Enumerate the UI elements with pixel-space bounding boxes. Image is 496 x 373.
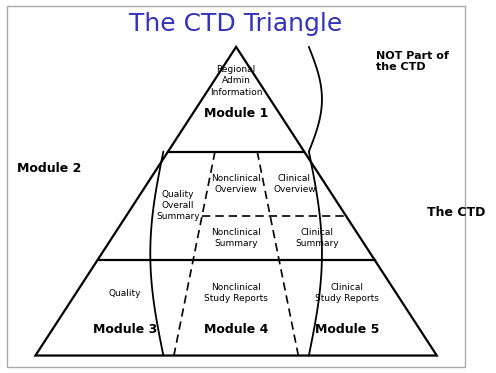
Text: Module 4: Module 4	[204, 323, 268, 336]
Text: Nonclinical
Overview: Nonclinical Overview	[211, 174, 261, 194]
Text: Regional
Admin
Information: Regional Admin Information	[210, 65, 262, 97]
Text: Quality
Overall
Summary: Quality Overall Summary	[156, 190, 199, 222]
Text: The CTD: The CTD	[428, 206, 486, 219]
Text: Module 3: Module 3	[93, 323, 157, 336]
Text: Nonclinical
Study Reports: Nonclinical Study Reports	[204, 283, 268, 303]
Text: NOT Part of
the CTD: NOT Part of the CTD	[376, 51, 449, 72]
Text: Clinical
Summary: Clinical Summary	[296, 228, 339, 248]
Text: Clinical
Study Reports: Clinical Study Reports	[315, 283, 379, 303]
Text: Quality: Quality	[109, 289, 141, 298]
Text: Module 2: Module 2	[17, 162, 81, 175]
Text: The CTD Triangle: The CTD Triangle	[129, 12, 343, 36]
Text: Nonclinical
Summary: Nonclinical Summary	[211, 228, 261, 248]
Text: Clinical
Overview: Clinical Overview	[273, 174, 316, 194]
Text: Module 1: Module 1	[204, 107, 268, 120]
Text: Module 5: Module 5	[315, 323, 379, 336]
